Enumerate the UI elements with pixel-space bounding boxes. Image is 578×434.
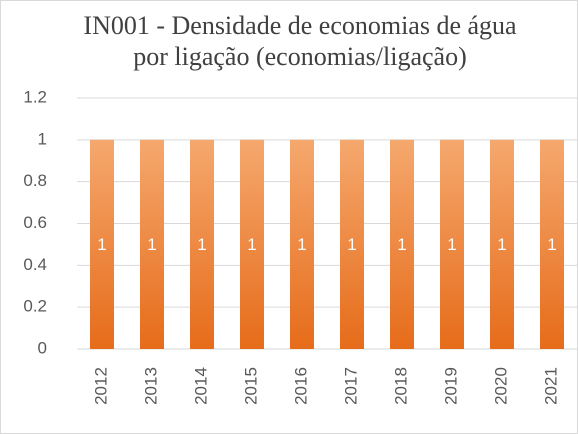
bar — [540, 139, 564, 349]
data-label: 1 — [497, 235, 506, 254]
y-tick-label: 0.4 — [23, 255, 47, 274]
data-label: 1 — [347, 235, 356, 254]
data-label: 1 — [147, 235, 156, 254]
y-tick-label: 1.2 — [23, 87, 47, 106]
data-label: 1 — [197, 235, 206, 254]
data-label: 1 — [297, 235, 306, 254]
x-tick-label: 2015 — [241, 367, 260, 405]
data-label: 1 — [97, 235, 106, 254]
x-tick-label: 2021 — [541, 367, 560, 405]
x-tick-label: 2016 — [291, 367, 310, 405]
bar — [190, 139, 214, 349]
bar — [440, 139, 464, 349]
x-tick-label: 2017 — [341, 367, 360, 405]
chart-title: IN001 - Densidade de economias de água — [83, 11, 517, 40]
x-tick-label: 2019 — [441, 367, 460, 405]
bar — [490, 139, 514, 349]
data-label: 1 — [397, 235, 406, 254]
y-tick-label: 0.8 — [23, 171, 47, 190]
bar — [90, 139, 114, 349]
data-label: 1 — [447, 235, 456, 254]
y-tick-label: 0 — [38, 338, 47, 357]
chart-title: por ligação (economias/ligação) — [133, 42, 467, 71]
y-tick-label: 1 — [38, 129, 47, 148]
bar — [340, 139, 364, 349]
y-tick-label: 0.6 — [23, 213, 47, 232]
x-tick-label: 2012 — [91, 367, 110, 405]
bar — [390, 139, 414, 349]
data-label: 1 — [247, 235, 256, 254]
data-label: 1 — [547, 235, 556, 254]
x-tick-label: 2020 — [491, 367, 510, 405]
x-tick-label: 2013 — [141, 367, 160, 405]
y-tick-label: 0.2 — [23, 297, 47, 316]
bar — [140, 139, 164, 349]
bar — [290, 139, 314, 349]
x-tick-label: 2018 — [391, 367, 410, 405]
bar — [240, 139, 264, 349]
x-tick-label: 2014 — [191, 367, 210, 405]
